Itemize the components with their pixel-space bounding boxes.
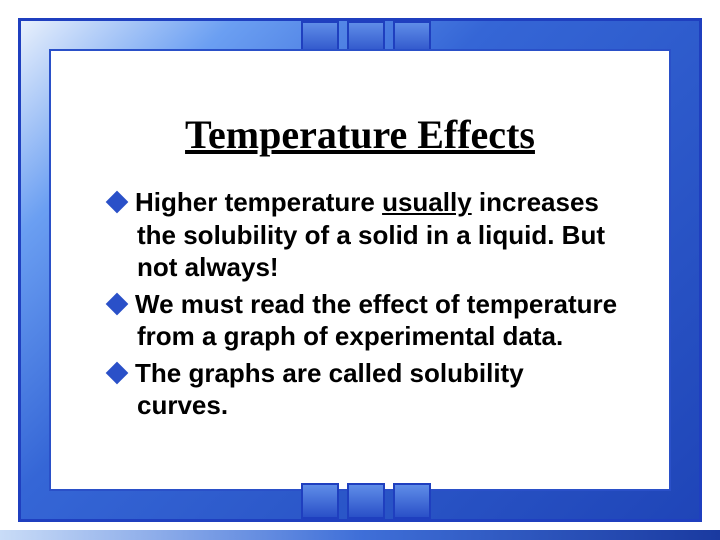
slide-title: Temperature Effects [91, 111, 629, 158]
slide-body: Higher temperature usually increases the… [91, 186, 629, 422]
bottom-notch-decor [301, 483, 339, 519]
bottom-notch-decor [347, 483, 385, 519]
bullet-item: We must read the effect of temperature f… [109, 288, 619, 353]
bullet-text: temperature [217, 187, 382, 217]
diamond-bullet-icon [106, 292, 129, 315]
bullet-underlined: usually [382, 187, 472, 217]
bullet-prefix: Higher [135, 187, 217, 217]
slide-content-panel: Temperature Effects Higher temperature u… [49, 49, 671, 491]
bullet-prefix: The [135, 358, 181, 388]
bullet-prefix: We [135, 289, 174, 319]
bullet-text: graphs are called solubility curves. [137, 358, 524, 421]
bottom-gradient-strip [0, 530, 720, 540]
bottom-notch-decor [393, 483, 431, 519]
diamond-bullet-icon [106, 191, 129, 214]
bullet-item: The graphs are called solubility curves. [109, 357, 619, 422]
bullet-text: must read the effect of temperature from… [137, 289, 617, 352]
slide-outer-frame: Temperature Effects Higher temperature u… [18, 18, 702, 522]
bullet-item: Higher temperature usually increases the… [109, 186, 619, 284]
diamond-bullet-icon [106, 361, 129, 384]
